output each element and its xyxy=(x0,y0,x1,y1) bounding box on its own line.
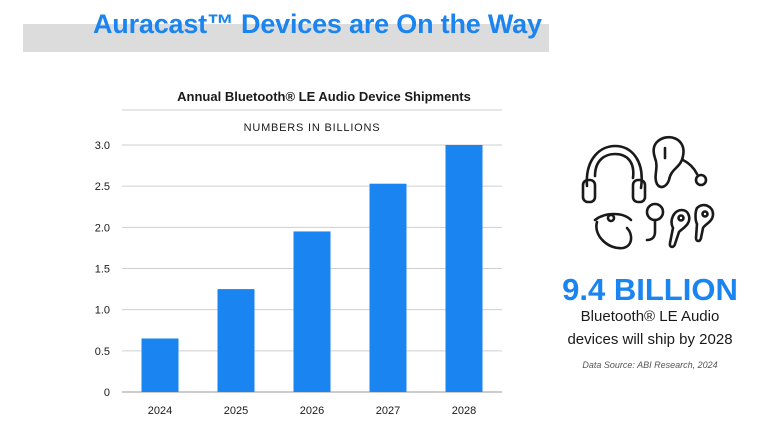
data-source-note: Data Source: ABI Research, 2024 xyxy=(582,360,718,370)
x-tick-label: 2025 xyxy=(224,405,248,417)
x-tick-label: 2027 xyxy=(376,405,400,417)
bar-2027 xyxy=(369,183,407,392)
page-title: Auracast™ Devices are On the Way xyxy=(93,9,542,39)
bar-2025 xyxy=(217,289,255,392)
y-tick-label: 1.0 xyxy=(95,305,110,317)
y-tick-label: 2.5 xyxy=(95,181,110,193)
hearing-aid-icon xyxy=(652,135,708,189)
bar-2026 xyxy=(293,231,331,392)
earbud-icon xyxy=(593,212,633,250)
y-tick-label: 2.0 xyxy=(95,222,110,234)
audio-devices-illustration xyxy=(581,135,715,250)
y-tick-label: 3.0 xyxy=(95,140,110,152)
y-tick-label: 1.5 xyxy=(95,264,110,276)
x-tick-label: 2026 xyxy=(300,405,324,417)
bar-2024 xyxy=(141,338,179,392)
bar-chart: Annual Bluetooth® LE Audio Device Shipme… xyxy=(95,89,502,417)
chart-subtitle: NUMBERS IN BILLIONS xyxy=(244,122,381,134)
stat-headline: 9.4 BILLION xyxy=(562,272,738,307)
y-tick-label: 0 xyxy=(104,387,110,399)
y-tick-label: 0.5 xyxy=(95,346,110,358)
stat-line-2: devices will ship by 2028 xyxy=(567,331,733,348)
title-band xyxy=(23,24,549,52)
chart-title: Annual Bluetooth® LE Audio Device Shipme… xyxy=(177,89,471,104)
microphone-icon xyxy=(645,202,665,242)
bar-2028 xyxy=(445,145,483,392)
x-tick-label: 2024 xyxy=(148,405,172,417)
earbuds-pair-icon xyxy=(668,203,715,249)
x-tick-label: 2028 xyxy=(452,405,476,417)
headphones-icon xyxy=(581,144,647,204)
stat-line-1: Bluetooth® LE Audio xyxy=(580,308,720,325)
